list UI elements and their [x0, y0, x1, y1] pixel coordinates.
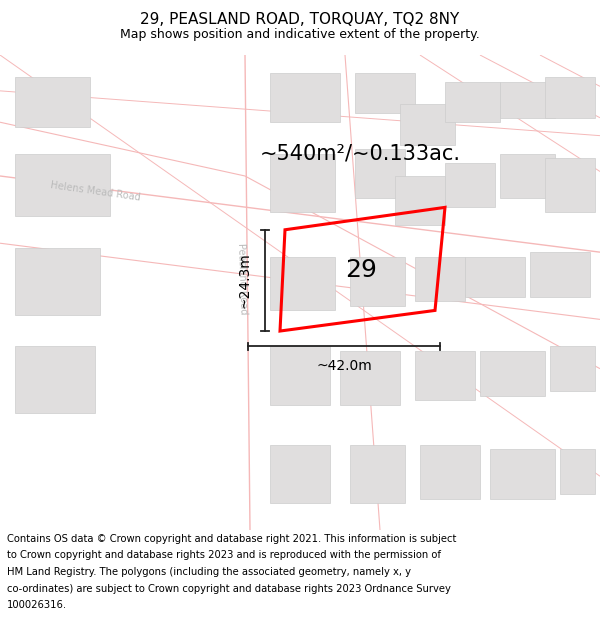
Bar — [15, 346, 95, 414]
Text: Helens Mead Road: Helens Mead Road — [49, 180, 140, 203]
Text: Peasland Road: Peasland Road — [236, 243, 248, 315]
Bar — [270, 257, 335, 311]
Bar — [340, 351, 400, 404]
Text: co-ordinates) are subject to Crown copyright and database rights 2023 Ordnance S: co-ordinates) are subject to Crown copyr… — [7, 584, 451, 594]
Text: 100026316.: 100026316. — [7, 600, 67, 610]
Bar — [270, 346, 330, 404]
Text: Map shows position and indicative extent of the property.: Map shows position and indicative extent… — [120, 28, 480, 41]
Bar — [530, 252, 590, 297]
Bar — [15, 78, 90, 127]
Bar — [15, 154, 110, 216]
Bar — [350, 257, 405, 306]
Bar — [545, 158, 595, 212]
Bar — [270, 73, 340, 122]
Bar — [500, 82, 555, 118]
Bar — [415, 351, 475, 400]
Text: 29: 29 — [346, 258, 377, 282]
Text: 29, PEASLAND ROAD, TORQUAY, TQ2 8NY: 29, PEASLAND ROAD, TORQUAY, TQ2 8NY — [140, 12, 460, 27]
Text: HM Land Registry. The polygons (including the associated geometry, namely x, y: HM Land Registry. The polygons (includin… — [7, 567, 411, 577]
Bar — [500, 154, 555, 198]
Bar — [355, 73, 415, 113]
Bar — [480, 351, 545, 396]
Bar — [490, 449, 555, 499]
Bar — [420, 445, 480, 499]
Bar — [395, 176, 445, 225]
Bar — [270, 445, 330, 503]
Bar — [445, 82, 500, 122]
Bar — [355, 149, 405, 198]
Bar — [400, 104, 455, 144]
Text: ~24.3m: ~24.3m — [237, 253, 251, 308]
Text: ~42.0m: ~42.0m — [316, 359, 372, 373]
Bar — [560, 449, 595, 494]
Bar — [545, 78, 595, 118]
Bar — [550, 346, 595, 391]
Bar — [15, 248, 100, 315]
Text: to Crown copyright and database rights 2023 and is reproduced with the permissio: to Crown copyright and database rights 2… — [7, 551, 441, 561]
Bar — [415, 257, 465, 301]
Text: ~540m²/~0.133ac.: ~540m²/~0.133ac. — [260, 144, 461, 164]
Text: Contains OS data © Crown copyright and database right 2021. This information is : Contains OS data © Crown copyright and d… — [7, 534, 457, 544]
Bar — [465, 257, 525, 297]
Bar — [270, 154, 335, 212]
Bar — [445, 162, 495, 208]
Bar — [350, 445, 405, 503]
